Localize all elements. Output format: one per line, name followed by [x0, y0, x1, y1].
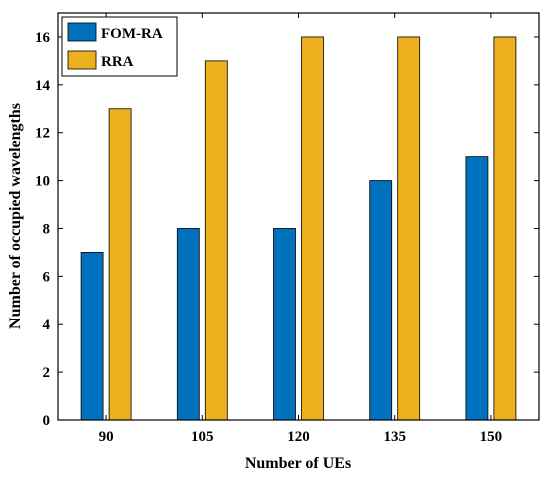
- bar-rra-150: [493, 36, 517, 421]
- legend-label-rra: RRA: [101, 54, 134, 70]
- legend-label-fom-ra: FOM-RA: [101, 26, 163, 42]
- bar-rra-135: [397, 36, 421, 421]
- x-tick-label: 105: [191, 429, 214, 445]
- y-tick-label: 8: [43, 221, 51, 237]
- legend-swatch-rra: [67, 50, 97, 70]
- legend: FOM-RA RRA: [61, 16, 178, 77]
- y-tick-label: 6: [43, 269, 51, 285]
- y-tick-label: 4: [43, 317, 51, 333]
- x-tick-label: 135: [383, 429, 406, 445]
- bar-rra-105: [204, 60, 228, 421]
- y-tick-label: 2: [43, 365, 51, 381]
- y-axis-title: Number of occupied wavelengths: [7, 103, 24, 329]
- bar-rra-120: [301, 36, 324, 421]
- y-axis-ticks: 0 2 4 6 8 10 12 14 16: [35, 30, 539, 429]
- y-tick-label: 16: [35, 30, 51, 46]
- y-tick-label: 0: [43, 413, 51, 429]
- bar-fom-ra-90: [80, 252, 104, 421]
- bar-fom-ra-105: [176, 228, 200, 421]
- bar-rra-90: [108, 108, 132, 421]
- x-tick-label: 90: [99, 429, 114, 445]
- y-tick-label: 10: [35, 174, 50, 190]
- bar-fom-ra-135: [369, 180, 393, 421]
- x-tick-label: 120: [287, 429, 310, 445]
- x-axis-title: Number of UEs: [245, 455, 351, 472]
- legend-swatch-fom-ra: [67, 22, 97, 42]
- plot-area: [58, 13, 539, 420]
- bar-fom-ra-150: [465, 156, 489, 421]
- bars-group: [80, 36, 517, 421]
- y-tick-label: 12: [35, 126, 50, 142]
- x-axis-ticks: 90 105 120 135 150: [99, 13, 503, 445]
- x-tick-label: 150: [480, 429, 503, 445]
- bar-fom-ra-120: [273, 228, 296, 421]
- plot-frame: [57, 12, 540, 421]
- y-tick-label: 14: [35, 78, 51, 94]
